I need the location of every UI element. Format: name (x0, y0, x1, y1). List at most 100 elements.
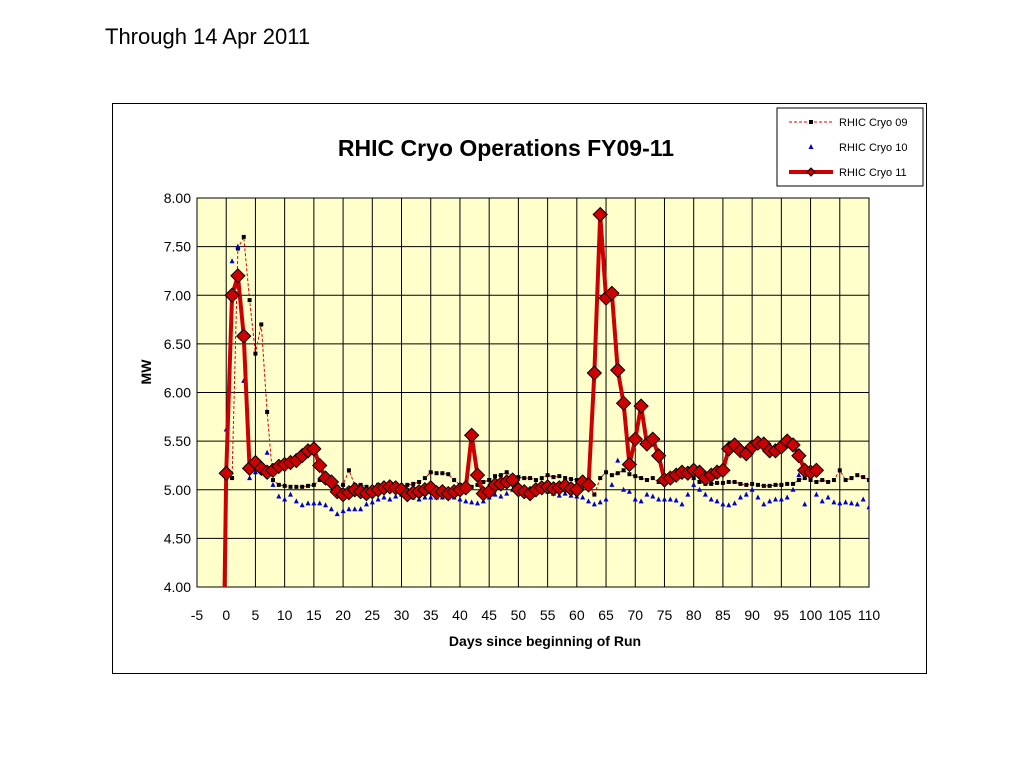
data-point-cryo-11 (615, 395, 632, 411)
data-point-cryo-09 (861, 475, 866, 480)
data-point-cryo-09 (867, 478, 869, 483)
data-point-cryo-10 (346, 506, 352, 512)
data-point-cryo-10 (363, 501, 369, 507)
data-point-cryo-10 (691, 481, 697, 487)
data-point-cryo-09 (650, 476, 655, 481)
series-layer (218, 206, 869, 587)
x-tick-label: 80 (686, 607, 702, 623)
data-point-cryo-10 (761, 501, 767, 507)
x-tick-label: 100 (799, 607, 823, 623)
data-point-cryo-09 (533, 478, 538, 483)
data-point-cryo-09 (802, 476, 807, 481)
x-tick-label: 55 (540, 607, 556, 623)
data-point-cryo-10 (737, 494, 743, 500)
x-tick-label: 60 (569, 607, 585, 623)
data-point-cryo-10 (632, 496, 638, 502)
legend-swatch-marker (808, 144, 814, 149)
data-point-cryo-10 (328, 506, 334, 512)
data-point-cryo-10 (661, 496, 667, 502)
data-point-cryo-09 (720, 480, 725, 485)
data-point-cryo-09 (551, 475, 556, 480)
data-point-cryo-10 (580, 494, 586, 500)
data-point-cryo-10 (673, 497, 679, 503)
data-point-cryo-09 (738, 481, 743, 486)
x-axis-label: Days since beginning of Run (449, 633, 641, 649)
data-point-cryo-09 (422, 476, 427, 481)
data-point-cryo-10 (387, 496, 393, 502)
data-point-cryo-09 (528, 476, 533, 481)
legend-label: RHIC Cryo 09 (839, 117, 907, 129)
data-point-cryo-11 (586, 365, 603, 381)
data-point-cryo-10 (358, 506, 364, 512)
y-tick-label: 5.50 (164, 433, 191, 449)
x-tick-label: 25 (365, 607, 381, 623)
data-point-cryo-09 (691, 476, 696, 481)
data-point-cryo-09 (516, 475, 521, 480)
data-point-cryo-09 (761, 483, 766, 488)
data-point-cryo-10 (767, 498, 773, 504)
data-point-cryo-10 (621, 486, 627, 492)
x-tick-label: 0 (222, 607, 230, 623)
data-point-cryo-09 (574, 478, 579, 483)
x-tick-label: 90 (744, 607, 760, 623)
data-point-cryo-10 (340, 508, 346, 514)
data-point-cryo-10 (667, 496, 673, 502)
x-tick-label: 65 (598, 607, 614, 623)
data-point-cryo-10 (498, 493, 504, 499)
data-point-cryo-11 (458, 480, 474, 496)
data-point-cryo-09 (417, 479, 422, 484)
data-point-cryo-09 (440, 471, 445, 476)
data-point-cryo-10 (685, 491, 691, 497)
data-point-cryo-10 (229, 258, 235, 264)
data-point-cryo-10 (749, 486, 755, 492)
data-point-cryo-10 (819, 498, 825, 504)
data-point-cryo-11 (469, 467, 486, 483)
data-point-cryo-09 (814, 479, 819, 484)
data-point-cryo-10 (305, 500, 311, 506)
data-point-cryo-09 (475, 482, 480, 487)
data-point-cryo-09 (563, 476, 568, 481)
data-point-cryo-10 (597, 499, 603, 505)
data-point-cryo-11 (230, 268, 246, 284)
x-tick-label: 70 (627, 607, 643, 623)
data-point-cryo-10 (352, 506, 358, 512)
data-point-cryo-09 (253, 351, 258, 356)
x-tick-label: 15 (306, 607, 322, 623)
data-point-cryo-10 (708, 496, 714, 502)
y-tick-label: 4.00 (164, 579, 191, 595)
data-point-cryo-09 (230, 476, 235, 481)
x-tick-label: 45 (481, 607, 497, 623)
legend-item: RHIC Cryo 10 (808, 142, 907, 154)
data-point-cryo-09 (300, 484, 305, 489)
data-point-cryo-11 (504, 472, 521, 488)
data-point-cryo-10 (276, 493, 282, 499)
data-point-cryo-10 (848, 500, 854, 506)
data-point-cryo-10 (720, 501, 726, 507)
data-point-cryo-09 (615, 471, 620, 476)
data-point-cryo-09 (522, 476, 527, 481)
data-point-cryo-10 (299, 502, 305, 508)
y-axis-label: MW (138, 359, 154, 385)
data-point-cryo-09 (452, 478, 457, 483)
data-point-cryo-09 (779, 482, 784, 487)
data-point-cryo-09 (446, 472, 451, 477)
y-tick-label: 7.00 (164, 287, 191, 303)
data-point-cryo-09 (709, 481, 714, 486)
data-point-cryo-10 (323, 502, 329, 508)
data-point-cryo-10 (293, 498, 299, 504)
data-point-cryo-10 (369, 499, 375, 505)
data-point-cryo-09 (609, 473, 614, 478)
y-tick-labels: 4.00 4.50 5.00 5.50 6.00 6.50 7.00 7.50 8.00 (164, 190, 191, 595)
data-point-cryo-09 (697, 479, 702, 484)
data-point-cryo-09 (557, 474, 562, 479)
legend-label: RHIC Cryo 11 (839, 167, 907, 179)
chart-frame: RHIC Cryo Operations FY09-11 4.00 4.50 5.0… (112, 103, 927, 674)
data-point-cryo-09 (773, 482, 778, 487)
x-tick-label: 5 (252, 607, 260, 623)
data-point-cryo-09 (633, 474, 638, 479)
data-point-cryo-10 (252, 469, 258, 475)
data-point-cryo-09 (808, 478, 813, 483)
y-tick-label: 6.50 (164, 336, 191, 352)
data-point-cryo-10 (586, 498, 592, 504)
data-point-cryo-10 (796, 472, 802, 478)
